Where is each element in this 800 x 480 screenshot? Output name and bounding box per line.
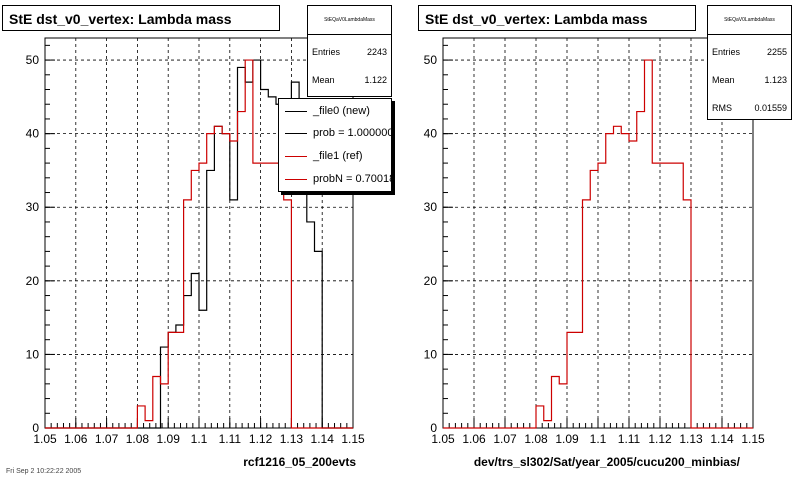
right-stats-mean-row: Mean 1.123	[712, 70, 787, 90]
right-y-tick-label: 10	[424, 347, 438, 361]
left-y-tick-label: 30	[26, 200, 40, 214]
left-x-tick-label: 1.1	[191, 432, 208, 446]
right-x-tick-label: 1.1	[590, 432, 607, 446]
right-plot-area: 1.05 1.06 1.07 1.08 1.09 1.1 1.11 1.12 1.13 1.14 1…	[424, 37, 765, 446]
right-entries-label: Entries	[712, 47, 741, 57]
right-mean-value: 1.123	[764, 75, 787, 85]
left-stats-entries-row: Entries 2243	[312, 42, 387, 62]
right-x-tick-label: 1.05	[431, 432, 455, 446]
left-x-tick-label: 1.11	[219, 432, 242, 446]
comparison-legend: _file0 (new) prob = 1.000000 _file1 (ref…	[278, 98, 392, 192]
right-plot-title: StE dst_v0_vertex: Lambda mass	[418, 5, 696, 31]
left-x-tick-label: 1.12	[249, 432, 273, 446]
left-y-tick-label: 10	[26, 347, 40, 361]
right-x-tick-label: 1.06	[462, 432, 486, 446]
right-x-tick-label: 1.14	[710, 432, 734, 446]
right-y-tick-label: 40	[424, 127, 438, 141]
right-mean-label: Mean	[712, 75, 735, 85]
right-x-tick-label: 1.13	[679, 432, 703, 446]
left-x-tick-label: 1.08	[126, 432, 150, 446]
right-histogram-series-0	[443, 59, 753, 429]
right-stats-header: StEQaV0LambdaMass	[708, 6, 791, 35]
right-x-tick-label: 1.09	[555, 432, 579, 446]
left-x-tick-label: 1.07	[95, 432, 119, 446]
legend-swatch-prob	[285, 133, 307, 134]
footer-timestamp: Fri Sep 2 10:22:22 2005	[6, 468, 82, 475]
right-rms-value: 0.01559	[754, 103, 787, 113]
left-x-tick-label: 1.05	[33, 432, 57, 446]
legend-swatch-file0	[285, 111, 307, 112]
right-y-tick-label: 20	[424, 274, 438, 288]
right-x-tick-label: 1.07	[493, 432, 517, 446]
left-stats-mean-row: Mean 1.122	[312, 70, 387, 90]
legend-label-prob: prob = 1.000000	[313, 127, 392, 139]
right-y-tick-label: 30	[424, 200, 438, 214]
legend-label-file0: _file0 (new)	[313, 105, 370, 117]
right-x-tick-label: 1.15	[741, 432, 765, 446]
right-stats-box: StEQaV0LambdaMass Entries 2255 Mean 1.12…	[707, 5, 792, 120]
right-entries-value: 2255	[766, 47, 787, 57]
left-x-tick-label: 1.06	[64, 432, 88, 446]
left-stats-header: StEQaV0LambdaMass	[308, 6, 391, 35]
right-x-tick-label: 1.12	[648, 432, 672, 446]
left-entries-label: Entries	[312, 47, 341, 57]
legend-swatch-file1	[285, 156, 307, 157]
right-y-tick-label: 50	[424, 53, 438, 67]
right-stats-entries-row: Entries 2255	[712, 42, 787, 62]
right-y-tick-label: 0	[430, 421, 437, 435]
legend-label-file1: _file1 (ref)	[313, 150, 363, 162]
left-x-tick-label: 1.15	[341, 432, 365, 446]
right-x-tick-label: 1.08	[524, 432, 548, 446]
right-x-axis-title: dev/trs_sl302/Sat/year_2005/cucu200_minb…	[473, 455, 740, 469]
legend-label-probn: probN = 0.700184	[313, 173, 391, 185]
legend-swatch-probn	[285, 179, 307, 180]
left-mean-value: 1.122	[364, 75, 387, 85]
left-y-tick-label: 20	[26, 274, 40, 288]
right-x-tick-label: 1.11	[618, 432, 641, 446]
right-rms-label: RMS	[712, 103, 732, 113]
left-histogram-series-1	[45, 59, 353, 429]
left-x-tick-label: 1.14	[311, 432, 335, 446]
left-mean-label: Mean	[312, 75, 335, 85]
left-entries-value: 2243	[366, 47, 387, 57]
left-x-tick-label: 1.09	[157, 432, 181, 446]
left-y-tick-label: 0	[32, 421, 39, 435]
left-y-tick-label: 50	[26, 53, 40, 67]
left-plot-title: StE dst_v0_vertex: Lambda mass	[2, 5, 280, 31]
left-y-tick-label: 40	[26, 127, 40, 141]
left-x-tick-label: 1.13	[280, 432, 304, 446]
left-x-axis-title: rcf1216_05_200evts	[243, 455, 356, 469]
right-stats-rms-row: RMS 0.01559	[712, 98, 787, 118]
left-stats-box: StEQaV0LambdaMass Entries 2243 Mean 1.12…	[307, 5, 392, 97]
